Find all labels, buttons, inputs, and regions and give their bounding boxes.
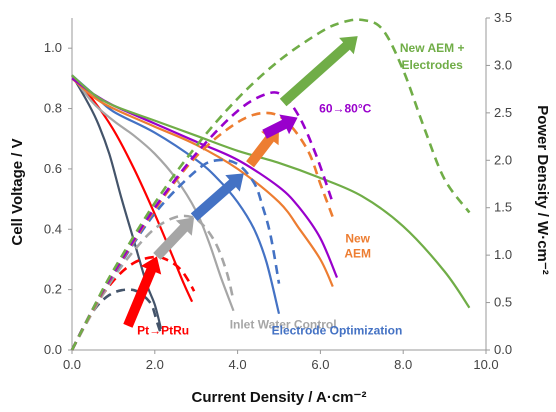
improvement-arrow-6: [279, 36, 358, 107]
left-y-tick-label: 0.0: [44, 342, 62, 357]
left-y-tick-label: 1.0: [44, 40, 62, 55]
axes: [71, 18, 487, 351]
x-tick-label: 10.0: [473, 357, 498, 372]
x-tick-label: 8.0: [394, 357, 412, 372]
power-curve-6: [70, 91, 335, 351]
left-y-axis-title: Cell Voltage / V: [9, 138, 26, 245]
x-tick-label: 2.0: [146, 357, 164, 372]
improvement-arrow-1: [123, 256, 162, 328]
right-y-axis-title: Power Density / W·cm⁻²: [534, 105, 551, 275]
x-axis-ticks: 0.0 2.0 4.0 6.0 8.0 10.0: [63, 350, 499, 372]
improvement-arrow-4: [246, 126, 279, 168]
improvement-arrow-5: [262, 114, 298, 139]
voltage-curve-5: [71, 77, 334, 288]
x-tick-label: 0.0: [63, 357, 81, 372]
annotation-label: Inlet Water Control: [230, 317, 337, 331]
right-y-axis-ticks: 0.0 0.5 1.0 1.5 2.0 2.5 3.0 3.5: [486, 10, 512, 357]
x-axis-title: Current Density / A·cm⁻²: [192, 389, 367, 406]
right-y-tick-label: 2.5: [494, 105, 512, 120]
improvement-arrows: [123, 36, 358, 328]
x-tick-label: 6.0: [311, 357, 329, 372]
power-curve-7: [70, 18, 471, 351]
voltage-curve-1: [71, 74, 163, 330]
power-curve-3: [70, 214, 235, 351]
annotation-label: New: [345, 231, 370, 245]
power-curve-2: [70, 255, 196, 351]
annotation-label: 60→80°C: [319, 102, 371, 116]
power-curve-1: [70, 288, 163, 351]
left-y-tick-label: 0.2: [44, 282, 62, 297]
improvement-arrow-3: [190, 173, 244, 221]
right-y-tick-label: 0.0: [494, 342, 512, 357]
power-curve-4: [70, 158, 281, 351]
power-curves: [70, 18, 471, 351]
right-y-tick-label: 1.0: [494, 247, 512, 262]
left-y-tick-label: 0.6: [44, 161, 62, 176]
right-y-tick-label: 0.5: [494, 295, 512, 310]
annotation-label: New AEM +: [400, 41, 465, 55]
improvement-arrow-2: [153, 217, 195, 260]
annotation-label: Electrodes: [402, 58, 464, 72]
annotation-label: Electrode Optimization: [272, 323, 403, 337]
left-y-tick-label: 0.8: [44, 101, 62, 116]
voltage-curve-7: [71, 74, 471, 309]
annotation-label: AEM: [344, 246, 371, 260]
voltage-curve-2: [71, 74, 194, 303]
right-y-tick-label: 3.0: [494, 57, 512, 72]
right-y-tick-label: 2.0: [494, 152, 512, 167]
right-y-tick-label: 3.5: [494, 10, 512, 25]
x-tick-label: 4.0: [229, 357, 247, 372]
right-y-tick-label: 1.5: [494, 200, 512, 215]
left-y-tick-label: 0.4: [44, 221, 62, 236]
left-y-axis-ticks: 0.0 0.2 0.4 0.6 0.8 1.0: [44, 40, 72, 357]
annotation-label: Pt→PtRu: [137, 323, 189, 337]
voltage-curve-3: [71, 74, 235, 312]
power-curve-5: [70, 111, 335, 351]
